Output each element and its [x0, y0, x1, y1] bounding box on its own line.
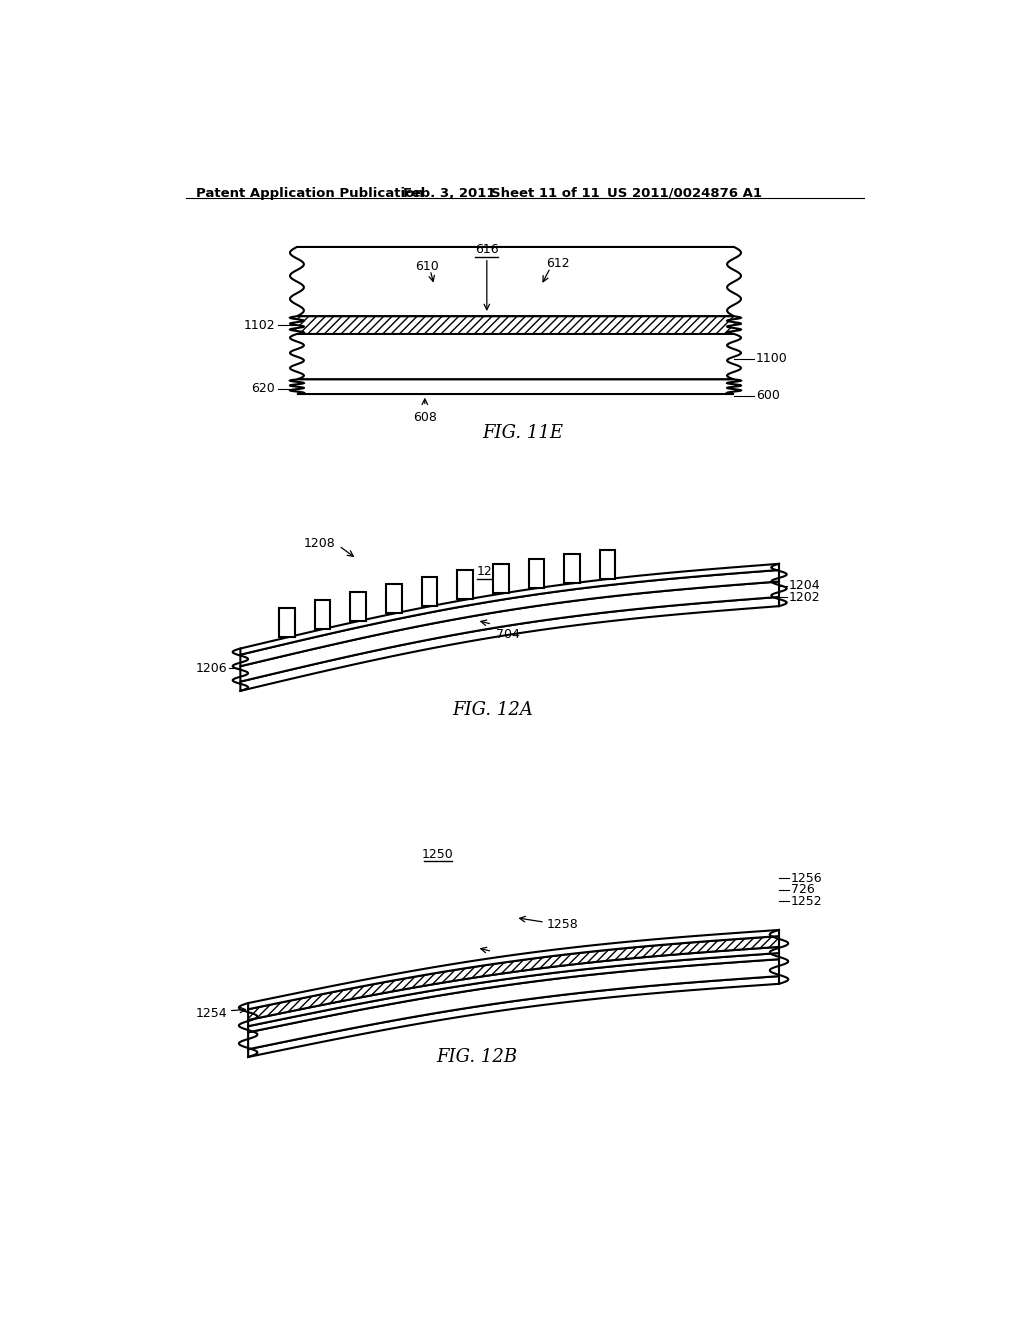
Polygon shape [248, 953, 779, 1032]
Polygon shape [290, 379, 741, 395]
Text: 1206: 1206 [196, 661, 227, 675]
Text: 612: 612 [547, 257, 570, 271]
Polygon shape [314, 599, 331, 628]
Polygon shape [248, 946, 779, 1026]
Polygon shape [493, 564, 509, 594]
Text: 600: 600 [756, 389, 779, 403]
Text: 610: 610 [415, 260, 438, 273]
Text: Feb. 3, 2011: Feb. 3, 2011 [403, 187, 496, 199]
Polygon shape [528, 558, 544, 587]
Text: 704: 704 [496, 628, 520, 642]
Polygon shape [241, 570, 779, 667]
Text: FIG. 12A: FIG. 12A [452, 701, 532, 719]
Polygon shape [386, 585, 401, 614]
Text: FIG. 12B: FIG. 12B [436, 1048, 517, 1065]
Polygon shape [290, 317, 741, 334]
Text: 1200: 1200 [476, 565, 508, 578]
Polygon shape [241, 582, 779, 681]
Text: 726: 726 [791, 883, 814, 896]
Polygon shape [248, 960, 779, 1049]
Polygon shape [290, 334, 741, 379]
Text: 1252: 1252 [791, 895, 822, 908]
Text: 1202: 1202 [788, 591, 820, 603]
Polygon shape [422, 577, 437, 606]
Text: 1208: 1208 [304, 537, 336, 550]
Text: 616: 616 [475, 243, 499, 256]
Polygon shape [350, 591, 366, 620]
Text: 608: 608 [413, 411, 437, 424]
Text: US 2011/0024876 A1: US 2011/0024876 A1 [607, 187, 762, 199]
Polygon shape [280, 607, 295, 638]
Polygon shape [241, 564, 779, 655]
Text: 1250: 1250 [422, 847, 454, 861]
Polygon shape [248, 936, 779, 1020]
Text: 1254: 1254 [196, 1007, 227, 1019]
Text: 1100: 1100 [756, 352, 787, 366]
Text: 1258: 1258 [547, 917, 579, 931]
Polygon shape [290, 247, 741, 317]
Text: Sheet 11 of 11: Sheet 11 of 11 [490, 187, 599, 199]
Polygon shape [241, 597, 779, 690]
Polygon shape [458, 570, 473, 599]
Polygon shape [564, 554, 580, 583]
Text: 1256: 1256 [791, 871, 822, 884]
Text: 620: 620 [252, 381, 275, 395]
Text: FIG. 11E: FIG. 11E [482, 424, 564, 442]
Text: 1102: 1102 [244, 319, 275, 333]
Polygon shape [248, 929, 779, 1010]
Text: 1204: 1204 [788, 579, 820, 593]
Text: Patent Application Publication: Patent Application Publication [197, 187, 424, 199]
Polygon shape [248, 977, 779, 1057]
Text: 724: 724 [496, 956, 519, 969]
Polygon shape [600, 549, 615, 579]
